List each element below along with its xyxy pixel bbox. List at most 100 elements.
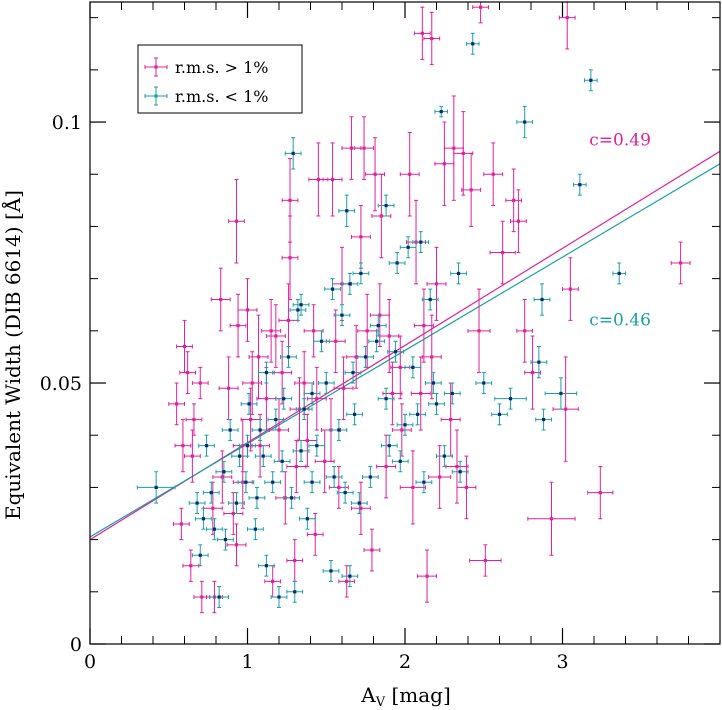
data-point	[264, 471, 282, 494]
y-tick-label: 0	[70, 634, 82, 656]
data-point	[179, 351, 197, 394]
point-marker	[530, 370, 535, 375]
x-tick-label: 1	[241, 651, 253, 673]
point-marker	[348, 282, 352, 286]
data-point	[338, 565, 356, 598]
point-marker	[201, 517, 205, 521]
point-marker	[425, 574, 429, 578]
point-marker	[428, 297, 432, 302]
point-marker	[299, 449, 303, 453]
point-marker	[482, 381, 486, 385]
data-point	[258, 361, 275, 384]
data-point	[333, 356, 354, 421]
fit-lines	[90, 150, 720, 541]
point-marker	[422, 324, 426, 328]
point-marker	[349, 146, 354, 150]
point-marker	[264, 370, 268, 375]
x-tick-label: 2	[399, 651, 411, 673]
data-point	[350, 492, 368, 515]
point-marker	[542, 417, 546, 422]
point-marker	[483, 558, 487, 563]
data-point	[286, 539, 304, 582]
point-marker	[578, 183, 582, 187]
point-marker	[231, 511, 235, 516]
point-marker	[353, 412, 357, 416]
data-point	[428, 445, 452, 509]
data-point	[475, 372, 493, 394]
data-point	[269, 398, 289, 462]
data-point	[510, 189, 527, 254]
point-marker	[189, 564, 193, 568]
point-marker	[455, 464, 459, 469]
data-point	[202, 481, 220, 504]
data-point	[443, 95, 464, 201]
data-point	[264, 565, 282, 598]
data-point	[254, 445, 272, 468]
point-marker	[419, 391, 423, 396]
point-marker	[403, 423, 407, 427]
data-point	[456, 455, 477, 520]
data-point	[195, 507, 212, 530]
point-marker	[312, 329, 316, 333]
point-marker	[471, 42, 475, 46]
point-marker	[234, 219, 239, 223]
data-point	[286, 580, 304, 603]
point-marker	[565, 16, 569, 20]
plot-frame	[89, 1, 721, 645]
point-marker	[261, 454, 265, 458]
point-marker	[450, 391, 454, 396]
point-marker	[461, 151, 465, 155]
point-marker	[299, 303, 303, 307]
point-marker	[195, 501, 199, 505]
data-point	[322, 142, 343, 217]
data-point	[491, 403, 508, 426]
data-point	[206, 518, 223, 541]
data-point	[451, 460, 469, 483]
data-point	[217, 528, 234, 551]
point-marker	[223, 538, 228, 542]
point-marker	[497, 412, 502, 416]
data-point	[191, 544, 209, 567]
point-marker	[549, 517, 554, 521]
data-point	[350, 205, 371, 269]
data-point	[489, 220, 516, 285]
point-marker	[296, 308, 300, 312]
data-point	[289, 299, 307, 321]
point-marker	[430, 355, 434, 359]
point-marker	[419, 240, 423, 244]
point-marker	[568, 287, 572, 291]
point-marker	[477, 329, 481, 333]
x-tick-label: 3	[556, 651, 568, 673]
point-marker	[345, 579, 349, 583]
point-marker	[345, 209, 349, 213]
data-point	[188, 492, 206, 515]
point-marker	[264, 564, 268, 568]
point-marker	[469, 188, 473, 192]
point-marker	[337, 428, 341, 432]
point-marker	[316, 177, 320, 182]
data-point	[413, 6, 431, 60]
data-point	[292, 293, 310, 316]
data-point	[292, 439, 310, 462]
point-marker	[411, 485, 415, 490]
point-marker	[442, 162, 446, 166]
data-point	[426, 246, 447, 321]
point-marker	[305, 438, 309, 443]
point-marker	[280, 459, 284, 463]
point-marker	[181, 444, 185, 448]
data-point	[472, 2, 489, 24]
data-point	[338, 194, 356, 227]
point-marker	[491, 172, 495, 176]
point-marker	[217, 595, 221, 599]
data-point	[535, 408, 552, 431]
point-marker	[256, 355, 261, 359]
data-point	[494, 387, 527, 410]
point-marker	[329, 569, 333, 573]
data-point	[371, 173, 392, 259]
data-point	[280, 345, 297, 368]
data-point	[303, 382, 321, 405]
data-point	[308, 434, 326, 457]
data-point	[552, 356, 579, 462]
y-tick-label: 0.1	[52, 112, 82, 134]
data-point	[344, 361, 362, 384]
